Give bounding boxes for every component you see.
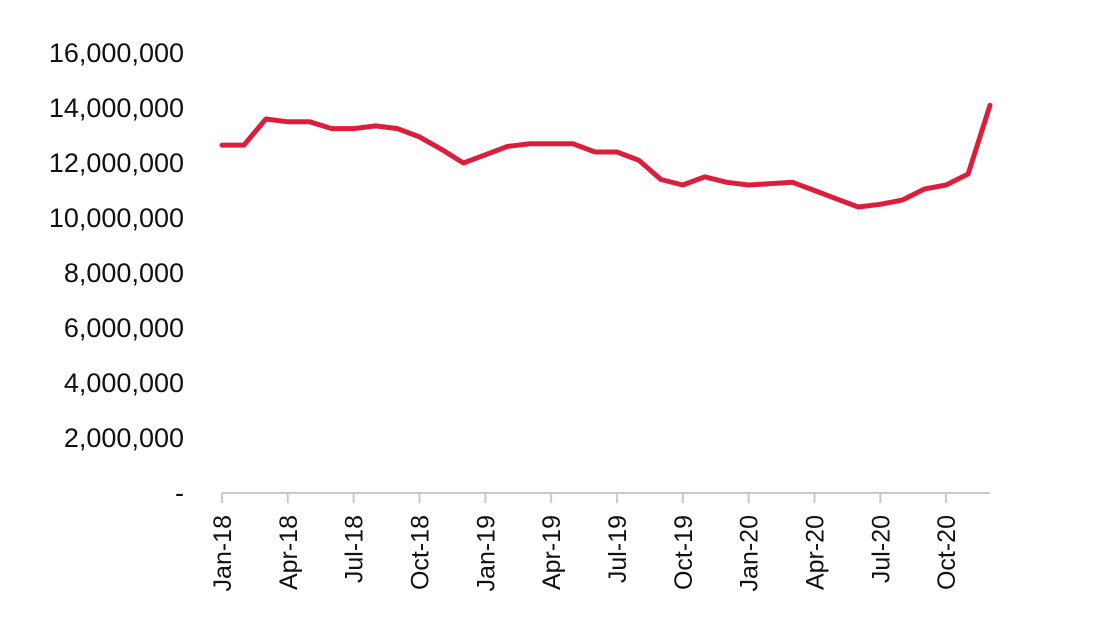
x-tick-label: Jul-20 <box>867 515 895 583</box>
series-layer <box>219 102 993 210</box>
y-tick-label: 2,000,000 <box>64 423 184 453</box>
x-axis-ticks: Jan-18 Apr-18 Jul-18 Oct-18 Jan-19 Apr-19 Jul-… <box>209 493 961 591</box>
x-tick-label: Jan-19 <box>472 515 500 591</box>
y-tick-label: 14,000,000 <box>49 93 184 123</box>
y-tick-label: 16,000,000 <box>49 38 184 68</box>
x-tick-label: Jul-19 <box>604 515 632 583</box>
x-tick-label: Apr-20 <box>801 515 829 590</box>
y-tick-label: 6,000,000 <box>64 313 184 343</box>
x-tick-label: Jul-18 <box>341 515 369 583</box>
x-tick-label: Apr-19 <box>538 515 566 590</box>
y-tick-label: 4,000,000 <box>64 368 184 398</box>
x-tick-label: Oct-20 <box>933 515 961 590</box>
y-tick-label: 8,000,000 <box>64 258 184 288</box>
x-tick-label: Apr-18 <box>275 515 303 590</box>
x-tick-label: Jan-18 <box>209 515 237 591</box>
y-tick-label: 10,000,000 <box>49 203 184 233</box>
series-line <box>219 102 993 210</box>
x-tick-label: Oct-19 <box>670 515 698 590</box>
x-tick-label: Jan-20 <box>736 515 764 591</box>
x-tick-label: Oct-18 <box>406 515 434 590</box>
y-tick-label: 12,000,000 <box>49 148 184 178</box>
y-axis-tick-labels: - 2,000,000 4,000,000 6,000,000 8,000,000 10,… <box>49 38 184 508</box>
y-tick-label: - <box>175 478 184 508</box>
